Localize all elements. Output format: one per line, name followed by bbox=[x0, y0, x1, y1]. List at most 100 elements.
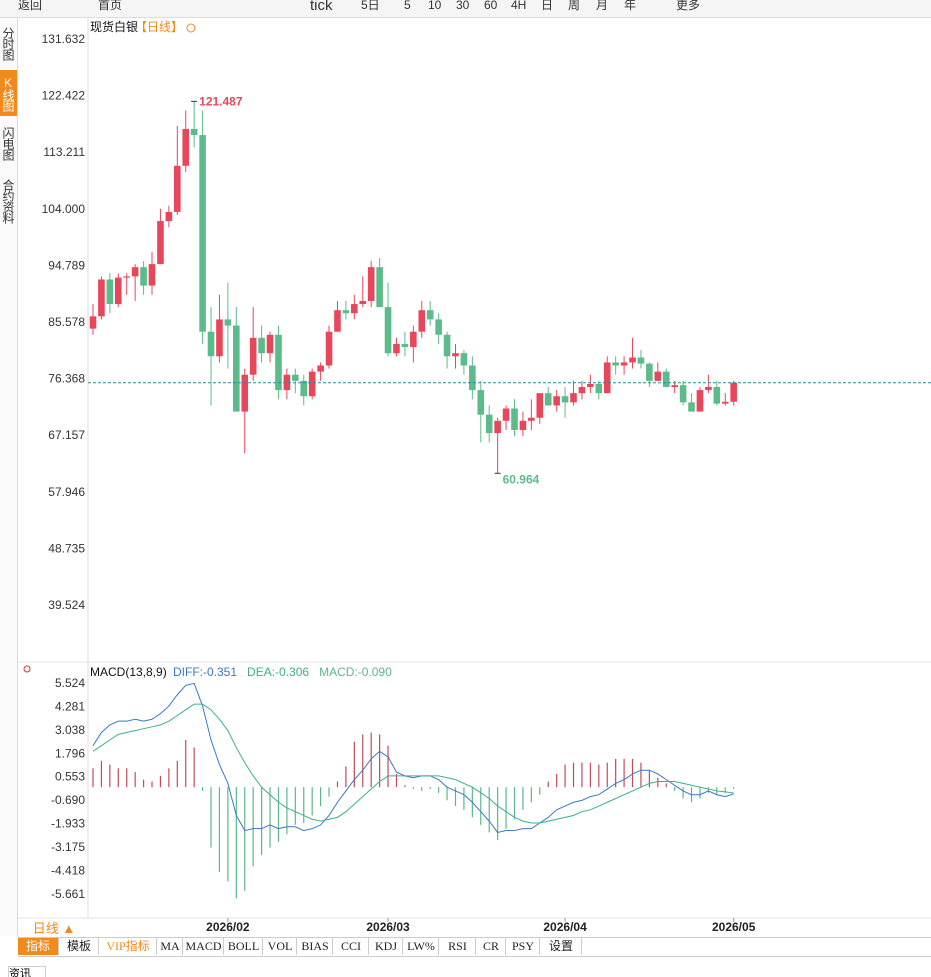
candle-body bbox=[359, 300, 367, 305]
y-tick-label: -4.418 bbox=[51, 864, 85, 878]
candle-body bbox=[140, 267, 147, 286]
candle-body bbox=[249, 337, 257, 375]
sidebar bbox=[0, 18, 18, 936]
y-tick-label: 1.796 bbox=[55, 746, 85, 760]
toolbar-button[interactable]: 30 bbox=[456, 0, 470, 12]
indicator-tab[interactable]: BIAS bbox=[298, 938, 333, 955]
toolbar-button[interactable]: tick bbox=[310, 0, 333, 14]
indicator-tab[interactable]: RSI bbox=[440, 938, 476, 955]
candle-body bbox=[224, 319, 232, 326]
candle-body bbox=[283, 374, 291, 391]
candle-body bbox=[544, 393, 552, 406]
toolbar-button[interactable]: 周 bbox=[568, 0, 581, 12]
candle-body bbox=[292, 374, 299, 381]
indicator-tab[interactable]: CCI bbox=[334, 938, 369, 955]
candle-body bbox=[89, 316, 97, 329]
candle-body bbox=[182, 128, 190, 166]
sidebar-tab[interactable]: K线图 bbox=[0, 70, 17, 116]
candle-body bbox=[528, 417, 535, 421]
candle-body bbox=[612, 362, 619, 366]
period-button[interactable]: 日线 ▲ bbox=[32, 921, 76, 936]
indicator-tab[interactable]: VIP指标 bbox=[100, 938, 157, 955]
candle-body bbox=[174, 165, 181, 212]
candle-body bbox=[654, 371, 662, 381]
indicator-tab[interactable]: 模板 bbox=[60, 938, 99, 955]
toolbar-button[interactable]: 月 bbox=[596, 0, 609, 12]
candle-body bbox=[519, 420, 527, 431]
candle-body bbox=[401, 343, 409, 348]
candle-body bbox=[157, 221, 164, 265]
candle-body bbox=[418, 310, 426, 332]
candle-body bbox=[469, 365, 476, 391]
indicator-tab[interactable]: 设置 bbox=[541, 938, 582, 955]
indicator-line bbox=[92, 703, 734, 824]
candle-body bbox=[536, 393, 544, 418]
indicator-title: MACD(13,8,9) bbox=[90, 665, 167, 679]
candle-body bbox=[148, 264, 156, 286]
candle-body bbox=[603, 362, 611, 394]
toolbar-button[interactable]: 年 bbox=[624, 0, 637, 12]
candle-body bbox=[98, 279, 105, 317]
indicator-tab[interactable]: MA bbox=[158, 938, 183, 955]
indicator-tab[interactable]: VOL bbox=[264, 938, 297, 955]
toolbar bbox=[0, 0, 931, 18]
indicator-tab[interactable]: BOLL bbox=[225, 938, 263, 955]
candle-body bbox=[595, 383, 603, 394]
y-tick-label: -0.690 bbox=[51, 793, 85, 807]
indicator-tab[interactable]: PSY bbox=[507, 938, 540, 955]
candle-body bbox=[646, 363, 653, 381]
indicator-tab[interactable]: CR bbox=[477, 938, 506, 955]
toolbar-button[interactable]: 5 bbox=[404, 0, 411, 12]
x-tick-label: 2026/03 bbox=[366, 920, 410, 934]
candle-body bbox=[730, 382, 737, 402]
candle-body bbox=[241, 374, 249, 412]
candle-body bbox=[502, 408, 510, 421]
candle-body bbox=[679, 385, 687, 403]
candle-body bbox=[494, 420, 501, 434]
bottom-tab[interactable]: 资讯 bbox=[8, 966, 46, 977]
indicator-icon[interactable] bbox=[23, 665, 31, 673]
candle-body bbox=[258, 337, 265, 354]
candle-body bbox=[410, 331, 417, 348]
candle-body bbox=[485, 414, 493, 434]
toolbar-button[interactable]: 4H bbox=[511, 0, 527, 12]
indicator-tab[interactable]: MACD bbox=[184, 938, 224, 955]
x-tick-label: 2026/02 bbox=[206, 920, 250, 934]
y-tick-label: 67.157 bbox=[48, 428, 85, 442]
indicator-tab[interactable]: KDJ bbox=[370, 938, 403, 955]
candle-body bbox=[671, 385, 678, 388]
candle-body bbox=[721, 401, 729, 404]
y-tick-label: 48.735 bbox=[48, 541, 85, 555]
candle-body bbox=[452, 353, 459, 357]
candle-body bbox=[688, 402, 695, 412]
sidebar-tab[interactable]: 合约资料 bbox=[1, 179, 15, 223]
candle-body bbox=[696, 390, 704, 412]
candle-body bbox=[342, 310, 350, 314]
toolbar-button[interactable]: 首页 bbox=[98, 0, 123, 12]
settings-icon[interactable] bbox=[186, 23, 196, 33]
y-tick-label: -5.661 bbox=[51, 887, 85, 901]
indicator-tab[interactable]: 指标 bbox=[18, 938, 59, 955]
sidebar-tab[interactable]: 闪电图 bbox=[1, 126, 15, 160]
sidebar-tab[interactable]: 分时图 bbox=[1, 26, 15, 60]
candle-body bbox=[570, 393, 577, 403]
toolbar-button[interactable]: 更多 bbox=[676, 0, 701, 12]
candle-body bbox=[393, 343, 400, 354]
toolbar-button[interactable]: 日 bbox=[541, 0, 554, 12]
candle-body bbox=[106, 279, 114, 305]
candle-body bbox=[477, 390, 485, 415]
footer-bar bbox=[18, 937, 931, 957]
toolbar-button[interactable]: 60 bbox=[484, 0, 498, 12]
toolbar-button[interactable]: 返回 bbox=[18, 0, 43, 12]
indicator-line bbox=[92, 682, 734, 833]
toolbar-button[interactable]: 5日 bbox=[361, 0, 380, 12]
candle-body bbox=[216, 319, 223, 357]
y-tick-label: 104.000 bbox=[42, 202, 86, 216]
candle-body bbox=[334, 310, 341, 332]
candle-body bbox=[114, 277, 122, 305]
indicator-readout: MACD:-0.090 bbox=[319, 665, 392, 679]
toolbar-button[interactable]: 10 bbox=[428, 0, 442, 12]
indicator-tab[interactable]: LW% bbox=[404, 938, 439, 955]
